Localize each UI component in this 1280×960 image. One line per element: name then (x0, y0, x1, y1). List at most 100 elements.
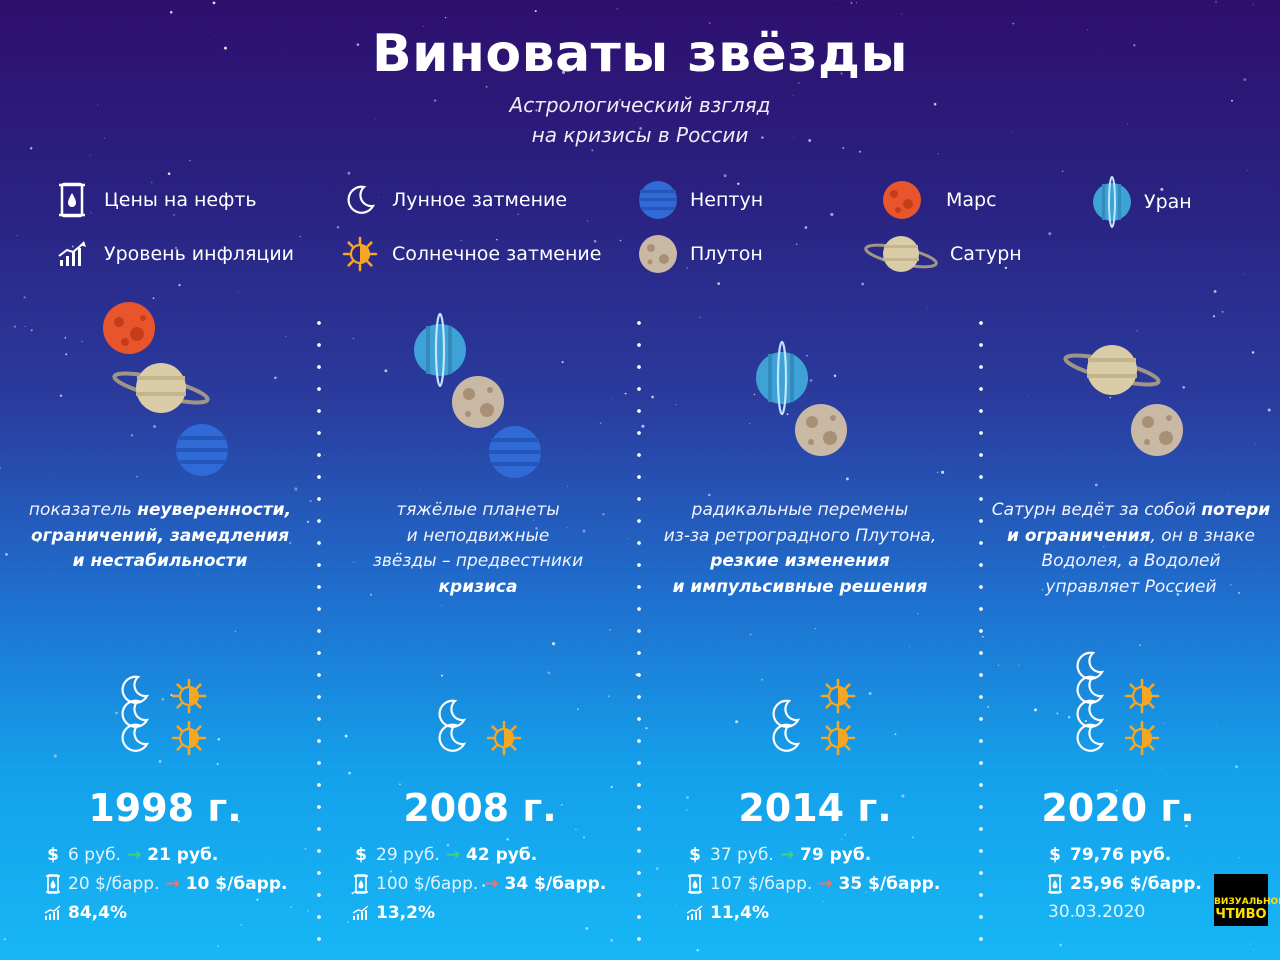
legend-mars-label: Марс (946, 189, 997, 211)
oil-barrel-icon (1046, 874, 1064, 894)
arrow-down-icon: → (818, 874, 833, 894)
lunar-eclipse-icon (772, 699, 801, 728)
stat-oil-2014: 107 $/барр. → 35 $/барр. (686, 874, 940, 894)
year-1998: 1998 г. (88, 786, 242, 830)
description-2008: тяжёлые планеты и неподвижные звёзды – п… (338, 498, 618, 600)
desc-text: , он в знаке (1150, 525, 1255, 546)
dollar-icon: $ (47, 845, 59, 865)
pluto-icon (638, 234, 678, 274)
arrow-down-icon: → (484, 874, 499, 894)
saturn-icon (864, 234, 938, 274)
pluto-planet (452, 376, 504, 428)
legend-uranus-label: Уран (1144, 191, 1192, 213)
stat-new-value: 25,96 $/барр. (1070, 874, 1202, 894)
stat-new-value: 79,76 руб. (1070, 845, 1172, 865)
inflation-chart-icon (352, 903, 370, 923)
year-2020: 2020 г. (1041, 786, 1195, 830)
brand-logo-line1: ВИЗУАЛЬНОЕ (1214, 897, 1280, 907)
lunar-eclipse-icon (1076, 723, 1105, 752)
oil-barrel-icon (686, 874, 704, 894)
year-2014: 2014 г. (738, 786, 892, 830)
solar-eclipse-icon (1124, 720, 1160, 756)
stat-inflation-2008: 13,2% (352, 903, 435, 923)
uranus-planet (412, 312, 468, 388)
desc-text: тяжёлые планеты (396, 500, 560, 520)
desc-bold: потери (1201, 500, 1271, 520)
dollar-icon: $ (355, 845, 367, 865)
desc-text: показатель (28, 500, 138, 520)
saturn-planet (110, 361, 212, 415)
solar-eclipse-icon (171, 678, 207, 714)
stat-ruble-2014: $ 37 руб. → 79 руб. (686, 845, 871, 865)
stat-old-value: 107 $/барр. (710, 874, 813, 894)
lunar-eclipse-icon (772, 723, 801, 752)
page-subtitle: Астрологический взгляд на кризисы в Росс… (0, 90, 1280, 150)
desc-bold: и нестабильности (72, 551, 248, 571)
stat-new-value: 35 $/барр. (838, 874, 941, 894)
planet-alignments (103, 302, 1183, 478)
legend-neptune: Нептун (638, 180, 763, 220)
desc-text: управляет Россией (1045, 576, 1217, 597)
legend-solar-label: Солнечное затмение (392, 243, 602, 265)
legend-oil-label: Цены на нефть (104, 189, 257, 211)
legend-oil: Цены на нефть (52, 180, 257, 220)
desc-bold: и импульсивные решения (672, 576, 928, 597)
stat-oil-2020: 25,96 $/барр. (1046, 874, 1202, 894)
legend-saturn-label: Сатурн (950, 243, 1022, 265)
brand-logo: ВИЗУАЛЬНОЕ ЧТИВО (1214, 874, 1280, 926)
lunar-eclipse-icon (340, 180, 380, 220)
lunar-eclipse-icon (1076, 699, 1105, 728)
year-2008: 2008 г. (403, 786, 557, 830)
dollar-icon: $ (689, 845, 701, 865)
desc-bold: и ограничения (1007, 525, 1151, 546)
pluto-planet (1131, 404, 1183, 456)
legend-lunar-label: Лунное затмение (392, 189, 568, 211)
arrow-up-icon: → (779, 845, 795, 865)
solar-eclipse-icon (820, 678, 856, 714)
column-divider (317, 312, 321, 952)
stat-old-value: 20 $/барр. (68, 874, 160, 894)
stat-date: 30.03.2020 (1048, 902, 1146, 922)
stat-inflation-value: 13,2% (376, 903, 435, 923)
arrow-down-icon: → (165, 874, 180, 894)
description-2020: Сатурн ведёт за собой потери и ограничен… (990, 498, 1272, 600)
legend-pluto: Плутон (638, 234, 763, 274)
legend-neptune-label: Нептун (690, 189, 764, 211)
legend-inflation: Уровень инфляции (52, 234, 294, 274)
desc-text: Сатурн ведёт за собой (991, 500, 1202, 520)
dollar-icon: $ (1049, 845, 1061, 865)
description-1998: показатель неуверенности, ограничений, з… (20, 498, 300, 575)
lunar-eclipse-icon (438, 699, 467, 728)
legend-solar: Солнечное затмение (340, 234, 601, 274)
saturn-planet (1061, 343, 1163, 397)
neptune-planet (489, 426, 541, 478)
uranus-planet (754, 340, 810, 416)
desc-bold: резкие изменения (710, 551, 890, 571)
stat-old-value: 29 руб. (376, 845, 440, 865)
stat-date-2020: 30.03.2020 (1048, 902, 1145, 922)
stat-ruble-1998: $ 6 руб. → 21 руб. (44, 845, 218, 865)
neptune-planet (176, 424, 228, 476)
desc-bold: ограничений, замедления (30, 525, 290, 546)
stat-ruble-2020: $ 79,76 руб. (1046, 845, 1171, 865)
solar-eclipse-icon (486, 720, 522, 756)
uranus-icon (1092, 176, 1132, 228)
solar-eclipse-icon (820, 720, 856, 756)
desc-bold: кризиса (438, 576, 518, 597)
oil-barrel-icon (52, 180, 92, 220)
desc-text: радикальные перемены (691, 500, 909, 520)
legend-saturn: Сатурн (864, 234, 1022, 274)
stat-inflation-2014: 11,4% (686, 903, 769, 923)
stat-new-value: 21 руб. (147, 845, 219, 865)
desc-text: и неподвижные (406, 525, 550, 546)
lunar-eclipse-icon (121, 699, 150, 728)
stat-new-value: 79 руб. (800, 845, 872, 865)
inflation-chart-icon (686, 903, 704, 923)
arrow-up-icon: → (126, 845, 142, 865)
pluto-planet (795, 404, 847, 456)
lunar-eclipse-icon (1076, 651, 1105, 680)
legend-uranus: Уран (1092, 176, 1192, 228)
stat-old-value: 37 руб. (710, 845, 774, 865)
neptune-icon (638, 180, 678, 220)
stat-inflation-value: 84,4% (68, 903, 127, 923)
